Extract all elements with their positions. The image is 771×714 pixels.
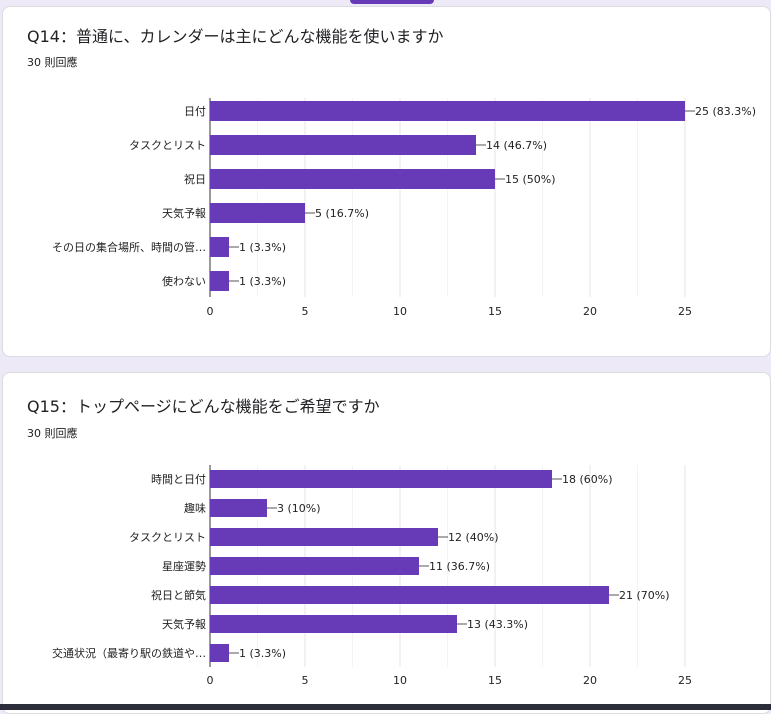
category-label: 使わない bbox=[162, 275, 206, 288]
x-tick-label: 10 bbox=[393, 674, 407, 687]
response-count: 30 則回應 bbox=[27, 56, 78, 69]
category-label: 時間と日付 bbox=[151, 473, 206, 486]
data-label: 1 (3.3%) bbox=[239, 241, 286, 254]
data-label: 25 (83.3%) bbox=[695, 105, 756, 118]
category-label: タスクとリスト bbox=[129, 531, 206, 544]
bar bbox=[210, 135, 476, 155]
category-label: 交通状況（最寄り駅の鉄道や… bbox=[52, 646, 206, 660]
bar bbox=[210, 644, 229, 662]
category-label: 祝日 bbox=[184, 172, 206, 186]
x-tick-label: 0 bbox=[207, 674, 214, 687]
x-tick-label: 20 bbox=[583, 674, 597, 687]
bar bbox=[210, 271, 229, 291]
data-label: 5 (16.7%) bbox=[315, 207, 369, 220]
question-title: Q15：トップページにどんな機能をご希望ですか bbox=[27, 397, 380, 416]
data-label: 15 (50%) bbox=[505, 173, 556, 186]
x-tick-label: 5 bbox=[302, 305, 309, 318]
category-label: 天気予報 bbox=[162, 206, 206, 220]
active-tab-indicator bbox=[350, 0, 434, 4]
data-label: 12 (40%) bbox=[448, 531, 499, 544]
category-label: その日の集合場所、時間の管… bbox=[52, 240, 206, 254]
data-label: 11 (36.7%) bbox=[429, 560, 490, 573]
x-tick-label: 25 bbox=[678, 305, 692, 318]
data-label: 3 (10%) bbox=[277, 502, 321, 515]
bar-chart-q14: 0 5 10 15 20 25 日付 25 (83.3%) タスクとリスト 14 (46.7%) 祝… bbox=[52, 98, 756, 318]
question-card-q14: Q14：普通に、カレンダーは主にどんな機能を使いますか 30 則回應 0 5 10 1… bbox=[2, 6, 771, 357]
bar bbox=[210, 101, 685, 121]
x-tick-label: 15 bbox=[488, 305, 502, 318]
response-count: 30 則回應 bbox=[27, 427, 78, 440]
bar bbox=[210, 203, 305, 223]
category-label: 祝日と節気 bbox=[151, 588, 206, 602]
data-label: 14 (46.7%) bbox=[486, 139, 547, 152]
x-tick-label: 25 bbox=[678, 674, 692, 687]
question-card-q15: Q15：トップページにどんな機能をご希望ですか 30 則回應 0 5 10 15 20 2… bbox=[2, 372, 771, 714]
bar bbox=[210, 470, 552, 488]
category-label: タスクとリスト bbox=[129, 139, 206, 152]
category-label: 趣味 bbox=[184, 501, 206, 515]
bar bbox=[210, 528, 438, 546]
x-tick-label: 15 bbox=[488, 674, 502, 687]
data-label: 1 (3.3%) bbox=[239, 647, 286, 660]
question-title: Q14：普通に、カレンダーは主にどんな機能を使いますか bbox=[27, 27, 444, 46]
data-label: 13 (43.3%) bbox=[467, 618, 528, 631]
data-label: 18 (60%) bbox=[562, 473, 613, 486]
x-tick-label: 20 bbox=[583, 305, 597, 318]
bar bbox=[210, 586, 609, 604]
bar bbox=[210, 237, 229, 257]
x-tick-label: 0 bbox=[207, 305, 214, 318]
x-tick-label: 5 bbox=[302, 674, 309, 687]
data-label: 21 (70%) bbox=[619, 589, 670, 602]
category-label: 星座運勢 bbox=[162, 559, 206, 573]
data-label: 1 (3.3%) bbox=[239, 275, 286, 288]
category-label: 日付 bbox=[184, 105, 206, 118]
bar bbox=[210, 557, 419, 575]
bar-chart-q15: 0 5 10 15 20 25 時間と日付 18 (60%) 趣味 3 (10%) タスクとリスト 1… bbox=[52, 465, 692, 687]
bar bbox=[210, 615, 457, 633]
bar bbox=[210, 169, 495, 189]
bar bbox=[210, 499, 267, 517]
x-tick-label: 10 bbox=[393, 305, 407, 318]
taskbar-strip bbox=[0, 704, 771, 710]
category-label: 天気予報 bbox=[162, 617, 206, 631]
